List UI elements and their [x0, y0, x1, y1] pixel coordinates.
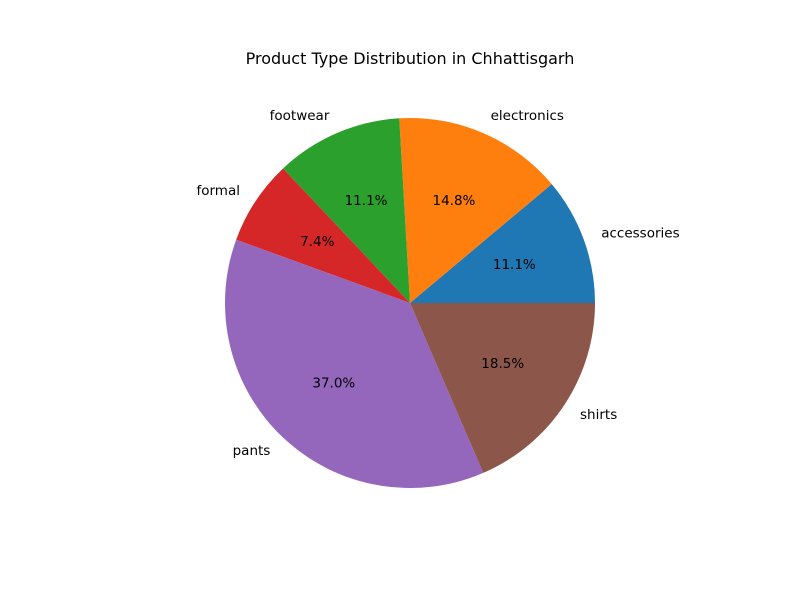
percent-label-footwear: 11.1% [345, 193, 388, 209]
percent-label-accessories: 11.1% [493, 257, 536, 273]
pie-slice-pants [225, 239, 484, 488]
slice-label-pants: pants [233, 443, 271, 459]
percent-label-formal: 7.4% [300, 234, 334, 250]
pie-slices [225, 117, 595, 488]
slice-label-electronics: electronics [491, 108, 564, 124]
pie-slice-formal [236, 168, 410, 303]
percent-label-electronics: 14.8% [433, 193, 476, 209]
percent-label-shirts: 18.5% [481, 356, 524, 372]
pie-slice-electronics [399, 117, 552, 303]
slice-labels: accessories electronics footwear formal pant… [196, 108, 679, 459]
percent-labels: 11.1% 14.8% 11.1% 7.4% 37.0% 18.5% [300, 193, 536, 392]
slice-label-shirts: shirts [580, 407, 617, 423]
pie-slice-shirts [410, 303, 595, 473]
pie-slice-accessories [410, 184, 595, 303]
slice-label-formal: formal [196, 183, 240, 199]
slice-label-accessories: accessories [601, 225, 679, 241]
slice-label-footwear: footwear [270, 108, 330, 124]
chart-title: Product Type Distribution in Chhattisgar… [246, 49, 575, 68]
pie-slice-footwear [283, 118, 410, 303]
percent-label-pants: 37.0% [312, 376, 355, 392]
